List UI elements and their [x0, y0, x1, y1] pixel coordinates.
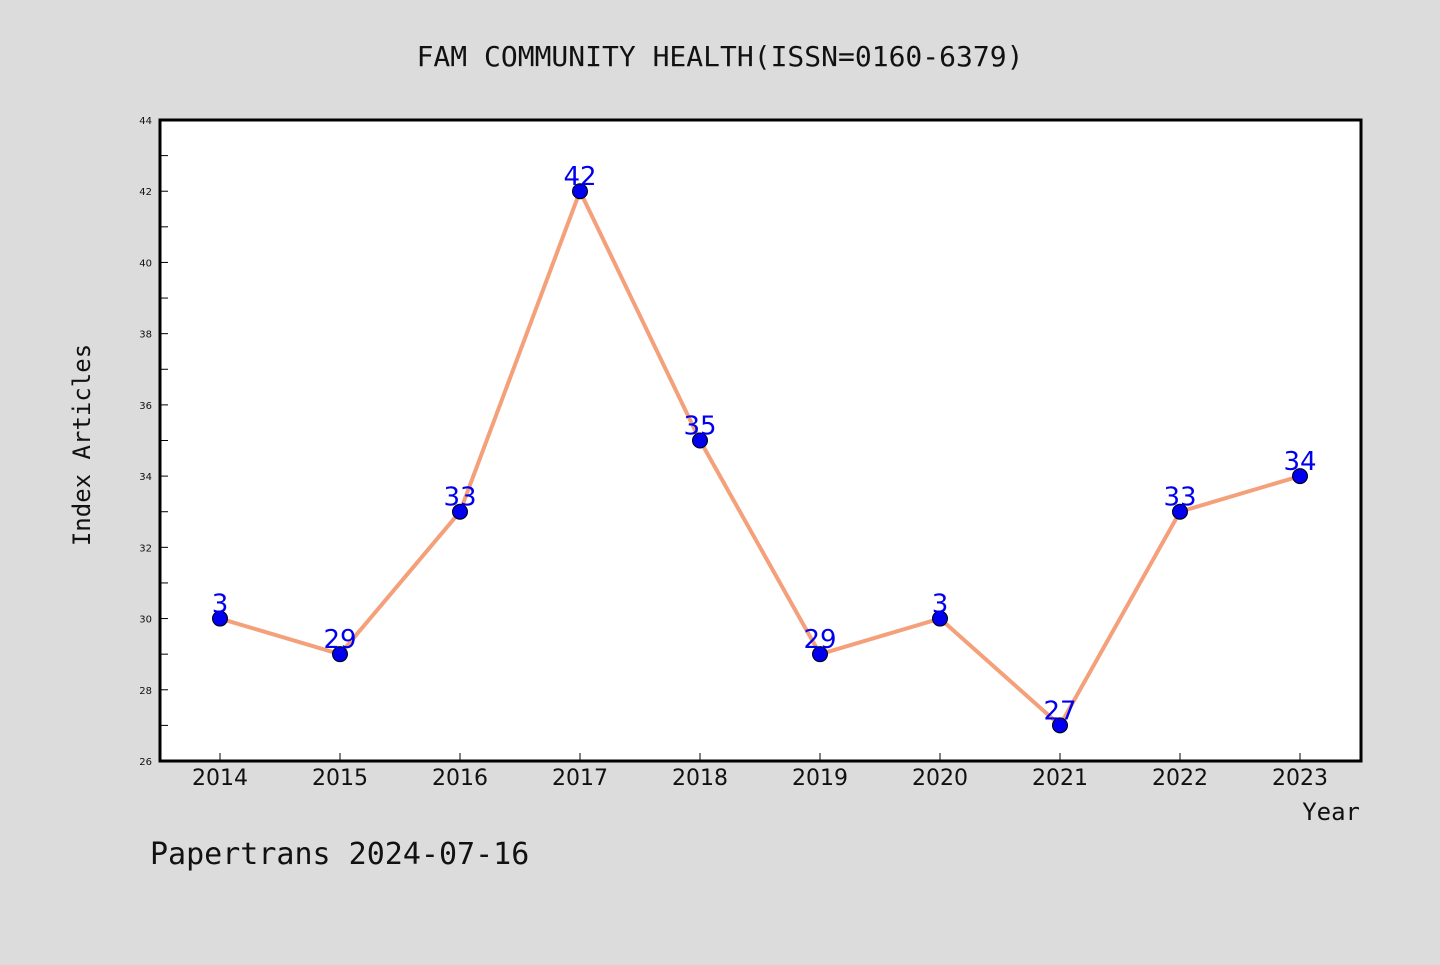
chart-title: FAM COMMUNITY HEALTH(ISSN=0160-6379)	[417, 40, 1024, 73]
data-point	[1292, 468, 1308, 485]
y-tick-label: 40	[139, 258, 152, 269]
y-tick-label: 38	[139, 330, 152, 341]
y-axis: 26 28 30 32 34 36 38 40 42 44	[139, 116, 168, 768]
data-label: 33	[443, 483, 476, 513]
data-point	[1172, 503, 1188, 520]
y-axis-label: Index Articles	[68, 344, 96, 546]
x-tick-label: 2019	[792, 766, 848, 791]
x-tick-label: 2022	[1152, 766, 1208, 791]
x-axis-label: Year	[1302, 798, 1360, 826]
data-label: 27	[1043, 696, 1076, 726]
data-point	[332, 646, 348, 663]
x-tick-label: 2020	[912, 766, 968, 791]
x-tick-label: 2018	[672, 766, 728, 791]
y-tick-label: 32	[139, 543, 152, 554]
x-tick-label: 2017	[552, 766, 608, 791]
data-label: 42	[563, 162, 596, 192]
x-axis: 2014 2015 2016 2017 2018 2019 2020 2021 2022 2023	[192, 753, 1328, 791]
y-tick-label: 34	[139, 472, 152, 483]
footer-credit: Papertrans 2024-07-16	[150, 837, 529, 872]
y-tick-label: 26	[139, 757, 152, 768]
y-tick-label: 36	[139, 401, 152, 412]
series-line-group: 3 29 33 42 35 29 3 27 33 34	[212, 162, 1317, 734]
data-label: 3	[212, 590, 229, 620]
x-tick-label: 2015	[312, 766, 368, 791]
y-tick-label: 42	[139, 187, 152, 198]
data-label: 34	[1283, 447, 1316, 477]
y-tick-label: 44	[139, 116, 152, 127]
x-tick-label: 2023	[1272, 766, 1328, 791]
y-tick-label: 30	[139, 615, 152, 626]
data-label: 35	[683, 412, 716, 442]
series-line	[219, 189, 1301, 728]
x-tick-label: 2014	[192, 766, 248, 791]
data-point	[812, 646, 828, 663]
data-point	[1052, 717, 1068, 734]
y-tick-label: 28	[139, 686, 152, 697]
data-point	[212, 610, 228, 627]
data-point	[692, 432, 708, 449]
data-point	[572, 183, 588, 200]
data-label: 29	[323, 625, 356, 655]
data-label: 29	[803, 625, 836, 655]
data-label: 33	[1163, 483, 1196, 513]
x-tick-label: 2016	[432, 766, 488, 791]
data-point	[932, 610, 948, 627]
data-label: 3	[932, 590, 949, 620]
plot-area	[158, 118, 1363, 763]
data-point	[452, 503, 468, 520]
x-tick-label: 2021	[1032, 766, 1088, 791]
